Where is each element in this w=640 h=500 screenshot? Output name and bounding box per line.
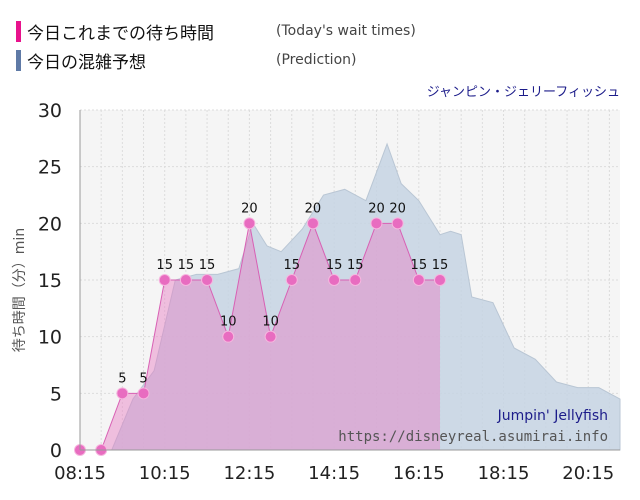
data-label: 20: [389, 201, 406, 216]
data-label: 5: [118, 371, 126, 386]
data-label: 15: [432, 258, 449, 273]
legend-item-prediction: 今日の混雑予想 (Prediction): [16, 49, 356, 73]
today-point: [137, 387, 150, 400]
x-tick-label: 14:15: [308, 463, 360, 484]
legend-label-today: 今日これまでの待ち時間: [27, 23, 214, 44]
watermark-name: Jumpin' Jellyfish: [497, 408, 608, 424]
x-tick-label: 10:15: [139, 463, 191, 484]
today-point: [370, 217, 383, 230]
y-axis-label: 待ち時間（分）min: [12, 228, 28, 352]
data-label: 15: [199, 258, 216, 273]
data-label: 20: [305, 201, 322, 216]
data-label: 10: [220, 315, 237, 330]
x-tick-label: 16:15: [393, 463, 445, 484]
watermark-url: https://disneyreal.asumirai.info: [338, 429, 608, 445]
prediction-area: [80, 142, 621, 451]
data-label: 20: [241, 201, 258, 216]
today-point: [222, 330, 235, 343]
today-point: [349, 274, 362, 286]
x-tick-label: 20:15: [562, 463, 614, 484]
data-label: 15: [411, 258, 428, 273]
legend-sublabel-today: (Today's wait times): [276, 23, 416, 39]
data-label: 15: [347, 258, 364, 273]
legend-label-prediction: 今日の混雑予想: [27, 52, 146, 73]
y-tick-label: 25: [38, 157, 62, 179]
y-tick-label: 0: [50, 440, 62, 462]
y-tick-label: 20: [38, 213, 62, 235]
data-label: 15: [156, 258, 173, 273]
today-point: [264, 330, 277, 343]
y-tick-label: 30: [38, 100, 62, 122]
data-label: 15: [178, 258, 195, 273]
today-point: [391, 217, 404, 230]
data-label: 20: [368, 201, 385, 216]
today-point: [243, 217, 256, 230]
today-point: [285, 274, 298, 286]
data-label: 15: [326, 258, 343, 273]
data-label: 10: [262, 315, 279, 330]
legend-item-today: 今日これまでの待ち時間 (Today's wait times): [16, 20, 416, 44]
today-point: [412, 274, 425, 286]
today-point: [306, 217, 319, 230]
today-point: [434, 274, 446, 286]
legend-sublabel-prediction: (Prediction): [276, 52, 357, 68]
x-tick-label: 12:15: [223, 463, 275, 484]
data-label: 15: [283, 258, 300, 273]
x-tick-label: 18:15: [478, 463, 530, 484]
today-point: [158, 274, 171, 286]
today-point: [201, 274, 214, 286]
today-point: [328, 274, 341, 286]
legend-swatch-prediction: [16, 49, 21, 71]
legend-swatch-today: [16, 20, 21, 42]
today-point: [179, 274, 192, 286]
data-label: 5: [139, 371, 147, 386]
y-tick-label: 5: [50, 383, 62, 405]
y-tick-label: 15: [38, 270, 62, 292]
x-tick-label: 08:15: [54, 463, 106, 484]
today-point: [116, 387, 129, 400]
y-tick-label: 10: [38, 327, 62, 349]
chart-title: ジャンピン・ジェリーフィッシュ: [427, 85, 620, 100]
